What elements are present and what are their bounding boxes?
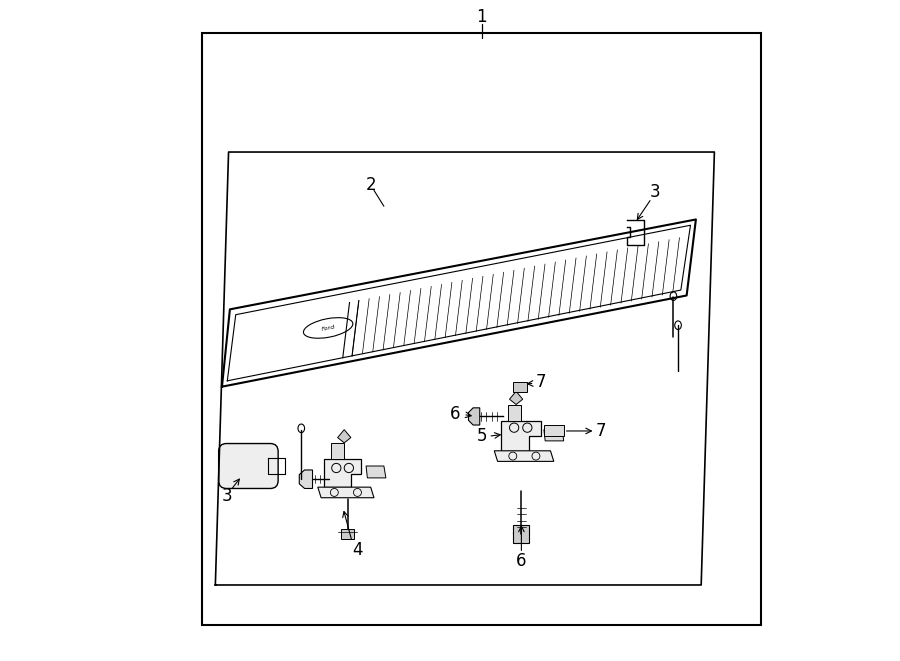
Text: 3: 3 xyxy=(221,486,232,505)
Polygon shape xyxy=(341,529,355,539)
Polygon shape xyxy=(544,430,563,441)
Text: 3: 3 xyxy=(650,182,661,201)
Text: 5: 5 xyxy=(476,427,487,446)
Polygon shape xyxy=(509,391,523,405)
Polygon shape xyxy=(366,466,386,478)
Polygon shape xyxy=(338,430,351,443)
Text: 6: 6 xyxy=(450,405,461,424)
Polygon shape xyxy=(300,470,312,488)
Text: 7: 7 xyxy=(536,373,546,391)
Polygon shape xyxy=(469,408,480,425)
Polygon shape xyxy=(514,382,526,392)
Polygon shape xyxy=(508,405,521,421)
Text: 6: 6 xyxy=(516,551,526,570)
Text: 7: 7 xyxy=(596,422,606,440)
Text: 1: 1 xyxy=(476,7,487,26)
Polygon shape xyxy=(494,451,554,461)
Text: Ford: Ford xyxy=(320,324,336,332)
Text: 4: 4 xyxy=(352,541,363,559)
Bar xyxy=(202,33,760,625)
FancyBboxPatch shape xyxy=(219,444,278,488)
Polygon shape xyxy=(501,421,541,451)
Polygon shape xyxy=(514,525,529,543)
Polygon shape xyxy=(318,487,374,498)
Polygon shape xyxy=(331,443,344,459)
Polygon shape xyxy=(324,459,361,487)
Text: 2: 2 xyxy=(365,176,376,194)
Polygon shape xyxy=(544,425,563,436)
